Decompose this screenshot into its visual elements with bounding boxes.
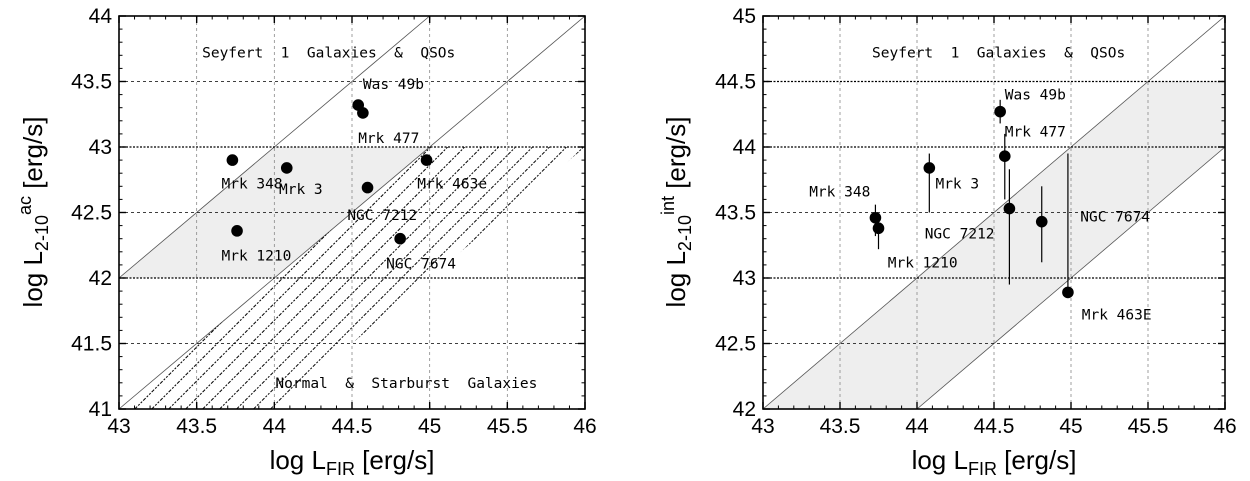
x-axis-label: log LFIR [erg/s] [912, 445, 1077, 479]
point-label: Mrk 1210 [888, 255, 958, 271]
x-tick-label: 43.5 [820, 415, 861, 438]
data-point [1035, 215, 1048, 228]
y-axis-label: log L2-10int [erg/s] [658, 117, 695, 308]
point-label: Mrk 463e [417, 177, 487, 193]
x-tick-label: 44 [263, 415, 287, 438]
y-tick-label: 42 [89, 267, 112, 290]
x-tick-label: 43.5 [176, 415, 217, 438]
y-tick-label: 41 [89, 398, 112, 421]
y-tick-label: 43 [89, 136, 112, 159]
data-point [361, 181, 374, 194]
data-point [420, 154, 433, 166]
x-tick-label: 45.5 [1128, 415, 1169, 438]
point-label: Mrk 3 [935, 177, 979, 193]
data-point [231, 225, 243, 237]
x-tick-label: 43 [751, 415, 774, 438]
x-axis-label: log LFIR [erg/s] [270, 445, 435, 479]
x-tick-label: 45 [1059, 415, 1082, 438]
point-label: Mrk 348 [222, 177, 283, 193]
band-boundary-line [119, 16, 585, 409]
point-label: Mrk 477 [358, 131, 419, 147]
y-tick-label: 43.5 [715, 202, 756, 225]
y-tick-label: 43 [733, 267, 756, 290]
x-tick-label: 46 [573, 415, 596, 438]
point-label: Mrk 348 [809, 185, 870, 201]
data-point [994, 105, 1006, 118]
y-tick-label: 41.5 [71, 333, 112, 356]
data-point [998, 150, 1011, 162]
y-tick-label: 42.5 [71, 202, 112, 225]
x-tick-label: 44.5 [332, 415, 373, 438]
point-label: NGC 7212 [925, 226, 995, 242]
data-point [226, 154, 239, 166]
data-point [872, 222, 885, 235]
data-point [280, 162, 293, 174]
point-label: Was 49b [363, 77, 424, 93]
data-point [869, 211, 882, 224]
point-label: Was 49b [1005, 88, 1066, 104]
x-tick-label: 45.5 [487, 415, 528, 438]
point-label: NGC 7674 [1080, 209, 1150, 225]
y-tick-label: 42.5 [715, 333, 756, 356]
y-tick-label: 43.5 [71, 71, 112, 94]
region-label: Seyfert 1 Galaxies & QSOs [202, 46, 455, 62]
point-label: NGC 7674 [386, 257, 456, 273]
point-label: Mrk 463E [1082, 308, 1152, 324]
data-point [1062, 286, 1074, 299]
data-point [394, 232, 406, 245]
y-tick-label: 44.5 [715, 71, 756, 94]
y-tick-label: 44 [733, 136, 757, 159]
point-label: Mrk 477 [1005, 124, 1066, 140]
right-chart-panel: 43 43.5 44 44.5 45 45.5 46 42 42.5 43 43.5 44 44.5 45… [658, 5, 1237, 479]
point-label: Mrk 1210 [222, 249, 292, 265]
region-label: Seyfert 1 Galaxies & QSOs [872, 46, 1125, 62]
y-tick-label: 45 [733, 5, 756, 28]
left-chart-panel: 43 43.5 44 44.5 45 45.5 46 41 41.5 42 42.5 43 43.5 44… [15, 5, 597, 479]
band-boundary-line [119, 16, 430, 279]
x-tick-label: 44.5 [974, 415, 1015, 438]
data-point [923, 162, 936, 174]
data-point [1003, 202, 1016, 215]
data-point [357, 107, 369, 119]
region-label: Normal & Starburst Galaxies [275, 376, 537, 392]
x-tick-label: 46 [1213, 415, 1236, 438]
x-tick-label: 44 [905, 415, 929, 438]
y-tick-label: 44 [89, 5, 113, 28]
point-label: Mrk 3 [279, 182, 323, 198]
x-tick-label: 45 [418, 415, 441, 438]
y-tick-label: 42 [733, 398, 756, 421]
x-tick-label: 43 [107, 415, 130, 438]
point-label: NGC 7212 [347, 208, 417, 224]
y-axis-label: log L2-10ac [erg/s] [15, 117, 52, 308]
